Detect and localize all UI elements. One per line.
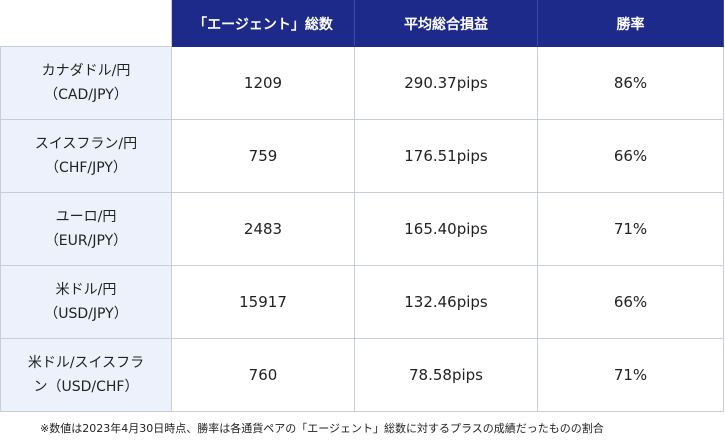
agent-count-cell: 2483 (171, 192, 355, 266)
header-corner-cell (0, 0, 172, 47)
agent-count-cell: 760 (171, 338, 355, 412)
pair-code: ン（USD/CHF） (33, 379, 139, 395)
pair-cell: ユーロ/円 （EUR/JPY） (0, 192, 172, 266)
agent-count-cell: 1209 (171, 46, 355, 120)
pair-cell: 米ドル/スイスフラ ン（USD/CHF） (0, 338, 172, 412)
average-pl-cell: 132.46pips (354, 265, 538, 339)
header-average-pl: 平均総合損益 (354, 0, 538, 47)
table-row: スイスフラン/円 （CHF/JPY） 759 176.51pips 66% (0, 119, 724, 193)
table-row: 米ドル/スイスフラ ン（USD/CHF） 760 78.58pips 71% (0, 338, 724, 412)
win-rate-cell: 66% (537, 119, 724, 193)
win-rate-cell: 66% (537, 265, 724, 339)
average-pl-cell: 165.40pips (354, 192, 538, 266)
table-row: ユーロ/円 （EUR/JPY） 2483 165.40pips 71% (0, 192, 724, 266)
average-pl-cell: 78.58pips (354, 338, 538, 412)
pair-name: 米ドル/円 (55, 282, 117, 298)
agent-count-cell: 15917 (171, 265, 355, 339)
agent-count-cell: 759 (171, 119, 355, 193)
pair-name: カナダドル/円 (41, 63, 131, 79)
table-header-row: 「エージェント」総数 平均総合損益 勝率 (0, 0, 724, 47)
header-agent-count: 「エージェント」総数 (171, 0, 355, 47)
pair-cell: 米ドル/円 （USD/JPY） (0, 265, 172, 339)
table-row: カナダドル/円 （CAD/JPY） 1209 290.37pips 86% (0, 46, 724, 120)
pair-code: （CAD/JPY） (44, 87, 128, 103)
table-row: 米ドル/円 （USD/JPY） 15917 132.46pips 66% (0, 265, 724, 339)
win-rate-cell: 71% (537, 338, 724, 412)
pair-name: ユーロ/円 (55, 209, 117, 225)
win-rate-cell: 71% (537, 192, 724, 266)
average-pl-cell: 176.51pips (354, 119, 538, 193)
win-rate-cell: 86% (537, 46, 724, 120)
pair-code: （USD/JPY） (44, 306, 128, 322)
pair-name: 米ドル/スイスフラ (27, 355, 145, 371)
average-pl-cell: 290.37pips (354, 46, 538, 120)
pair-code: （CHF/JPY） (45, 160, 127, 176)
pair-cell: カナダドル/円 （CAD/JPY） (0, 46, 172, 120)
pair-name: スイスフラン/円 (34, 136, 138, 152)
pair-code: （EUR/JPY） (44, 233, 128, 249)
header-win-rate: 勝率 (537, 0, 724, 47)
pair-cell: スイスフラン/円 （CHF/JPY） (0, 119, 172, 193)
footnote: ※数値は2023年4月30日時点、勝率は各通貨ペアの「エージェント」総数に対する… (40, 422, 604, 435)
currency-pair-stats-table: 「エージェント」総数 平均総合損益 勝率 カナダドル/円 （CAD/JPY） 1… (0, 0, 724, 412)
